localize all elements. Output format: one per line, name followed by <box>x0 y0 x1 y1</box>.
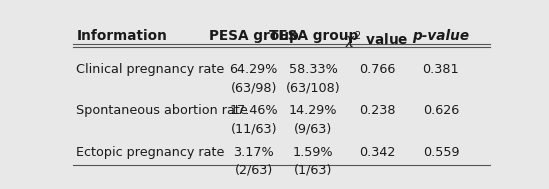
Text: PESA group: PESA group <box>209 29 299 43</box>
Text: $\chi^2$ value: $\chi^2$ value <box>345 29 409 51</box>
Text: Ectopic pregnancy rate: Ectopic pregnancy rate <box>76 146 225 159</box>
Text: p-value: p-value <box>412 29 469 43</box>
Text: 64.29%
(63/98): 64.29% (63/98) <box>229 64 278 94</box>
Text: Spontaneous abortion rate: Spontaneous abortion rate <box>76 104 248 117</box>
Text: Information: Information <box>76 29 167 43</box>
Text: 0.559: 0.559 <box>423 146 459 159</box>
Text: 0.626: 0.626 <box>423 104 459 117</box>
Text: 3.17%
(2/63): 3.17% (2/63) <box>233 146 274 177</box>
Text: 0.766: 0.766 <box>359 64 395 76</box>
Text: 58.33%
(63/108): 58.33% (63/108) <box>286 64 340 94</box>
Text: 0.381: 0.381 <box>423 64 459 76</box>
Text: 1.59%
(1/63): 1.59% (1/63) <box>293 146 334 177</box>
Text: 17.46%
(11/63): 17.46% (11/63) <box>229 104 278 135</box>
Text: 0.342: 0.342 <box>359 146 395 159</box>
Text: Clinical pregnancy rate: Clinical pregnancy rate <box>76 64 225 76</box>
Text: 0.238: 0.238 <box>359 104 395 117</box>
Text: 14.29%
(9/63): 14.29% (9/63) <box>289 104 338 135</box>
Text: TESA group: TESA group <box>268 29 358 43</box>
